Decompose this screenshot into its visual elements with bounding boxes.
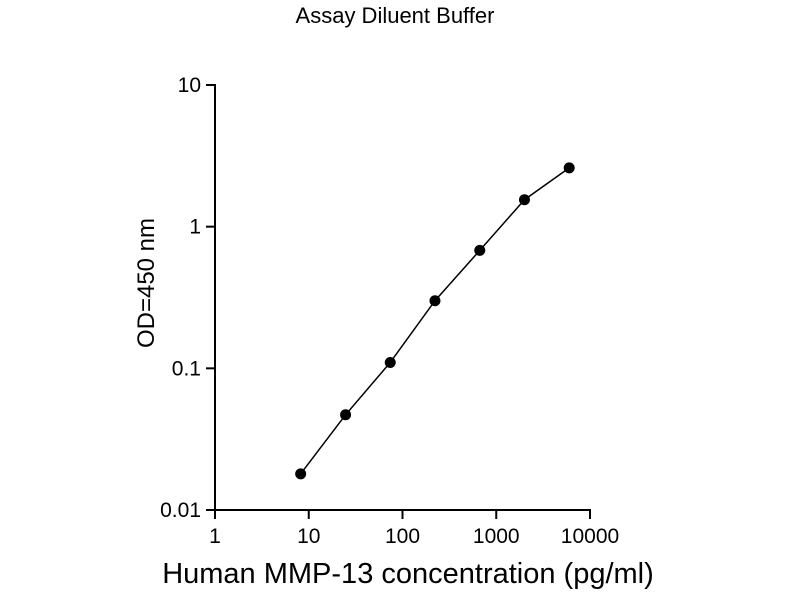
y-tick-label: 0.01 <box>160 499 201 522</box>
y-tick-label: 0.1 <box>172 357 201 380</box>
data-point <box>429 295 441 307</box>
data-point <box>384 356 396 368</box>
y-tick-label: 1 <box>189 216 201 239</box>
x-tick-label: 1000 <box>473 525 520 548</box>
data-point <box>295 468 307 480</box>
x-tick-label: 1 <box>209 525 221 548</box>
data-point <box>518 194 530 206</box>
chart-title: Assay Diluent Buffer <box>295 3 495 28</box>
y-tick-label: 10 <box>178 74 201 97</box>
data-point <box>563 162 575 174</box>
data-point <box>340 409 352 421</box>
x-axis-label: Human MMP-13 concentration (pg/ml) <box>162 558 654 590</box>
x-tick-label: 10 <box>297 525 320 548</box>
curve-line <box>300 167 570 475</box>
data-point <box>474 244 486 256</box>
x-tick-label: 10000 <box>561 525 619 548</box>
x-tick-label: 100 <box>385 525 420 548</box>
